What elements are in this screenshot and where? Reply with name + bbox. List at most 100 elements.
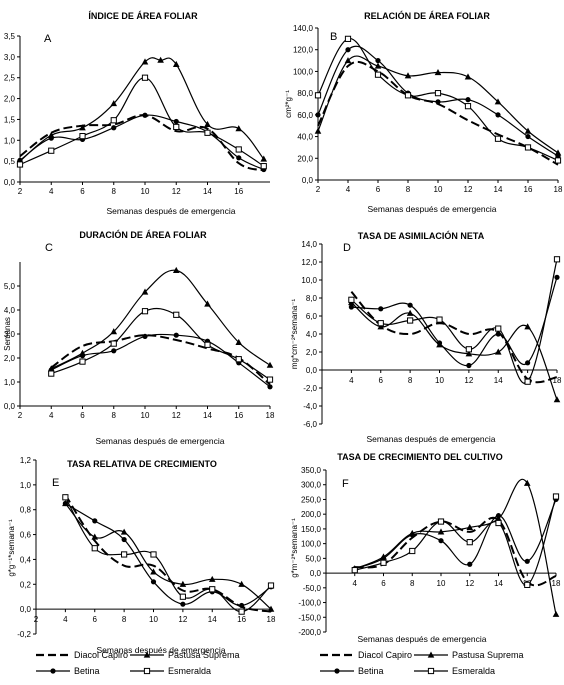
x-tick-label: 10 <box>437 579 446 588</box>
y-tick-label: -150,0 <box>298 613 321 622</box>
x-tick-label: 12 <box>178 615 187 624</box>
y-tick-label: -50,0 <box>303 584 322 593</box>
x-axis-label: Semanas después de emergencia <box>367 434 496 444</box>
x-tick-label: 4 <box>349 376 354 385</box>
series-pastusa-suprema <box>62 500 275 612</box>
data-point <box>436 316 443 323</box>
x-tick-label: 12 <box>464 376 473 385</box>
series-line <box>19 57 265 162</box>
x-tick-label: 6 <box>80 187 85 196</box>
data-point <box>111 125 117 131</box>
data-point <box>348 296 355 303</box>
panel-letter: E <box>52 477 59 489</box>
y-tick-label: 8,0 <box>306 294 318 303</box>
series-line <box>350 302 558 400</box>
x-tick-label: 12 <box>464 185 473 194</box>
data-point <box>437 518 445 525</box>
x-tick-label: 18 <box>552 579 561 588</box>
data-point <box>179 580 187 587</box>
data-point <box>495 519 502 527</box>
chart-title: ÍNDICE DE ÁREA FOLIAR <box>88 11 198 21</box>
chart-title: TASA DE CRECIMIENTO DEL CULTIVO <box>337 452 503 462</box>
legend-label: Diacol Capiro <box>74 650 128 660</box>
data-point <box>374 71 382 78</box>
y-tick-label: 40,0 <box>297 133 313 142</box>
y-tick-label: 3,5 <box>4 32 16 41</box>
data-point <box>494 348 502 355</box>
data-point <box>524 378 531 385</box>
data-point <box>524 581 531 588</box>
series-betina <box>17 112 267 173</box>
series-line <box>350 291 558 384</box>
y-tick-label: -100,0 <box>298 599 321 608</box>
x-axis-label: Semanas después de emergencia <box>107 206 236 216</box>
y-tick-label: 60,0 <box>297 111 313 120</box>
y-tick-label: 0,0 <box>310 569 322 578</box>
x-tick-label: 8 <box>410 579 415 588</box>
y-tick-label: 0,0 <box>20 605 32 614</box>
x-tick-label: 14 <box>494 579 503 588</box>
x-tick-label: 18 <box>553 376 562 385</box>
x-tick-label: 10 <box>434 185 443 194</box>
series-esmeralda <box>351 493 560 588</box>
series-line <box>64 494 272 613</box>
data-point <box>495 112 501 118</box>
x-tick-label: 14 <box>494 376 503 385</box>
x-tick-label: 10 <box>149 615 158 624</box>
data-point <box>374 62 382 69</box>
y-tick-label: 6,0 <box>306 312 318 321</box>
data-point <box>235 356 242 363</box>
data-point <box>204 300 211 307</box>
chart-title: TASA DE ASIMILACIÓN NETA <box>358 230 485 241</box>
data-point <box>435 99 441 105</box>
data-point <box>552 610 560 617</box>
data-point <box>409 547 416 555</box>
y-tick-label: 0,0 <box>302 176 314 185</box>
data-point <box>554 274 560 280</box>
y-tick-label: 1,5 <box>4 115 16 124</box>
data-point <box>173 311 180 318</box>
data-point <box>62 500 68 507</box>
x-tick-label: 6 <box>381 579 386 588</box>
series-line <box>354 516 557 587</box>
data-point <box>173 118 179 125</box>
y-tick-label: 2,0 <box>306 348 318 357</box>
x-tick-label: 10 <box>141 187 150 196</box>
data-point <box>467 561 473 567</box>
data-point <box>91 545 98 552</box>
data-point <box>464 103 472 110</box>
legend-swatch-marker <box>427 667 435 675</box>
series-line <box>354 479 557 615</box>
data-point <box>495 331 501 337</box>
data-point <box>260 155 268 162</box>
data-point <box>409 532 415 538</box>
data-point <box>495 513 502 519</box>
x-tick-label: 12 <box>172 411 181 420</box>
y-tick-label: 1,2 <box>20 456 32 465</box>
y-tick-label: 150,0 <box>301 525 322 534</box>
chart-title: DURACIÓN DE ÁREA FOLIAR <box>79 229 207 240</box>
x-tick-label: 10 <box>435 376 444 385</box>
data-point <box>79 124 86 131</box>
y-tick-label: 1,0 <box>4 136 16 145</box>
x-tick-label: 2 <box>316 185 321 194</box>
data-point <box>407 302 413 308</box>
data-point <box>62 494 69 501</box>
x-tick-label: 6 <box>93 615 98 624</box>
chart-panel-b: RELACIÓN DE ÁREA FOLIAR B 0,0 20,0 40,0 60,0 8… <box>284 10 563 214</box>
y-tick-label: 80,0 <box>297 89 313 98</box>
y-tick-label: 3,0 <box>4 330 16 339</box>
y-tick-label: 14,0 <box>301 240 317 249</box>
data-point <box>141 74 149 81</box>
x-tick-label: 10 <box>141 411 150 420</box>
x-tick-label: 16 <box>524 185 533 194</box>
data-point <box>141 308 149 315</box>
chart-title: TASA RELATIVA DE CRECIMIENTO <box>67 459 217 469</box>
y-tick-label: 300,0 <box>301 481 322 490</box>
data-point <box>377 323 385 330</box>
chart-panel-f: TASA DE CRECIMIENTO DEL CULTIVO F -200,0 -1… <box>290 452 561 644</box>
data-point <box>239 602 245 609</box>
chart-panel-e: TASA RELATIVA DE CRECIMIENTO E -0,2 0,0 0,2 0… <box>7 456 276 655</box>
y-tick-label: 0,0 <box>306 366 318 375</box>
series-diacol-capiro <box>350 291 558 384</box>
